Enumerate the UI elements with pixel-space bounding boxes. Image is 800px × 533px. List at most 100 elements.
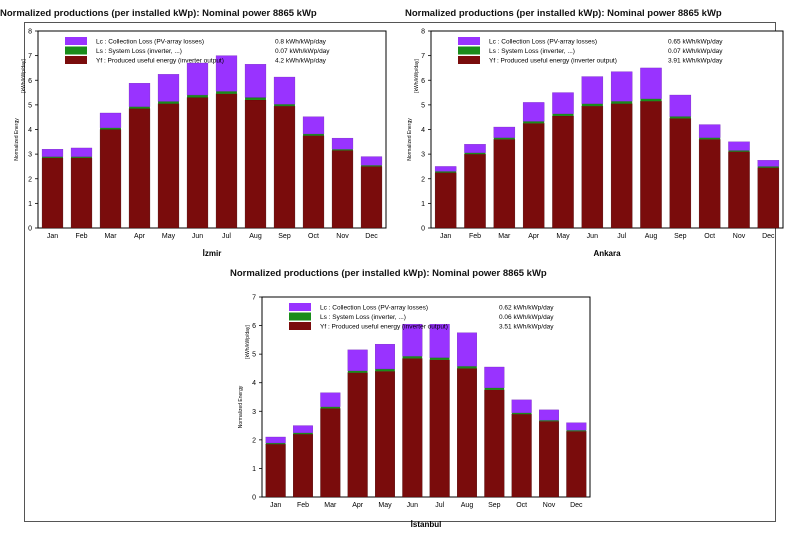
bar-yf-aug: [640, 101, 662, 229]
y-axis-unit-label: [kWh/kWp/day]: [21, 59, 27, 93]
legend-swatch: [65, 56, 87, 64]
bar-ls-jul: [216, 91, 237, 94]
x-tick-label: Feb: [297, 502, 309, 509]
bar-ls-feb: [464, 152, 486, 155]
bar-yf-sep: [484, 389, 505, 498]
legend-swatch: [458, 46, 480, 55]
bar-yf-oct: [302, 135, 325, 229]
bar-lc-jul: [215, 55, 238, 92]
x-tick-label: Dec: [570, 502, 583, 509]
x-tick-label: May: [556, 233, 570, 240]
bar-lc-dec: [360, 156, 383, 166]
bar-lc-mar: [99, 112, 122, 128]
bar-lc-jun: [186, 62, 209, 96]
bar-yf-jan: [265, 443, 286, 498]
plot-area: [261, 296, 591, 498]
y-tick-label: 4: [252, 380, 256, 387]
bar-lc-feb: [293, 425, 313, 433]
bar-ls-jul: [611, 101, 633, 104]
x-tick-label: Mar: [324, 502, 337, 509]
bar-lc-nov: [331, 137, 354, 150]
bar-lc-oct: [698, 124, 721, 138]
y-tick-label: 6: [28, 78, 32, 85]
legend-label: Yf : Produced useful energy (inverter ou…: [489, 58, 617, 65]
bar-ls-nov: [332, 149, 353, 151]
bar-ls-apr: [523, 121, 545, 124]
bar-yf-apr: [128, 108, 151, 229]
bar-yf-jul: [215, 93, 238, 229]
x-tick-label: Oct: [308, 233, 319, 240]
bar-lc-dec: [757, 160, 780, 167]
bar-ls-jun: [581, 103, 603, 107]
bar-yf-sep: [669, 118, 692, 229]
bar-lc-may: [552, 92, 574, 114]
x-tick-label: Sep: [278, 233, 291, 240]
bar-yf-sep: [273, 105, 296, 229]
bar-yf-mar: [320, 408, 341, 498]
bar-ls-mar: [100, 127, 121, 130]
chart-title: Normalized productions (per installed kW…: [0, 8, 317, 19]
legend-swatch: [65, 46, 87, 55]
legend-value: 0.62 kWh/kWp/day: [499, 305, 554, 312]
bar-yf-apr: [347, 372, 368, 498]
y-tick-label: 1: [28, 201, 32, 208]
legend-value: 4.2 kWh/kWp/day: [275, 58, 327, 65]
x-tick-label: Nov: [543, 502, 556, 509]
x-tick-label: Jun: [407, 502, 418, 509]
legend-label: Ls : System Loss (inverter, ...): [489, 48, 575, 55]
bar-yf-oct: [511, 413, 532, 498]
bar-lc-jan: [41, 149, 64, 157]
x-tick-label: Oct: [516, 502, 527, 509]
bar-yf-mar: [493, 139, 516, 229]
y-tick-label: 7: [421, 53, 425, 60]
x-tick-label: Aug: [645, 233, 658, 240]
x-tick-label: May: [162, 233, 176, 240]
bar-ls-feb: [71, 156, 92, 158]
chart-title: Normalized productions (per installed kW…: [230, 268, 547, 279]
bar-ls-apr: [347, 370, 368, 373]
legend-label: Yf : Produced useful energy (inverter ou…: [96, 58, 224, 65]
bar-ls-jan: [42, 156, 63, 158]
legend-label: Yf : Produced useful energy (inverter ou…: [320, 324, 448, 331]
bar-lc-sep: [669, 94, 692, 117]
bar-ls-sep: [274, 104, 295, 107]
bar-yf-aug: [457, 368, 477, 498]
bar-lc-feb: [70, 147, 93, 157]
bar-lc-aug: [640, 67, 662, 99]
bar-lc-jun: [402, 323, 423, 357]
x-tick-label: Mar: [498, 233, 511, 240]
legend-label: Ls : System Loss (inverter, ...): [96, 48, 182, 55]
bar-yf-nov: [539, 421, 559, 498]
bar-yf-may: [552, 115, 574, 229]
legend-value: 3.91 kWh/kWp/day: [668, 58, 723, 65]
x-tick-label: Apr: [134, 233, 146, 240]
x-tick-label: Apr: [352, 502, 364, 509]
x-tick-label: Feb: [75, 233, 87, 240]
x-tick-label: Jan: [270, 502, 281, 509]
y-tick-label: 3: [28, 152, 32, 159]
legend-value: 0.65 kWh/kWp/day: [668, 39, 723, 46]
y-tick-label: 3: [252, 409, 256, 416]
y-tick-label: 4: [28, 127, 32, 134]
x-tick-label: Jul: [222, 233, 231, 240]
y-tick-label: 3: [421, 152, 425, 159]
y-tick-label: 7: [252, 295, 256, 302]
bar-yf-jun: [186, 97, 209, 229]
x-tick-label: Jun: [587, 233, 598, 240]
x-tick-label: Jul: [435, 502, 444, 509]
plot-area: [37, 30, 387, 229]
y-tick-label: 6: [252, 323, 256, 330]
bar-yf-apr: [522, 123, 545, 229]
city-label: Ankara: [593, 249, 621, 258]
bar-yf-feb: [293, 433, 313, 498]
bar-yf-jun: [581, 105, 604, 229]
chart-title: Normalized productions (per installed kW…: [405, 8, 722, 19]
x-tick-label: Jan: [440, 233, 451, 240]
y-axis-unit-label: [kWh/kWp/day]: [414, 59, 420, 93]
bar-ls-oct: [303, 133, 324, 136]
bar-ls-mar: [320, 406, 341, 409]
bar-yf-jan: [41, 157, 64, 229]
bar-yf-dec: [566, 431, 587, 498]
y-tick-label: 2: [252, 437, 256, 444]
legend-label: Lc : Collection Loss (PV-array losses): [96, 39, 204, 46]
